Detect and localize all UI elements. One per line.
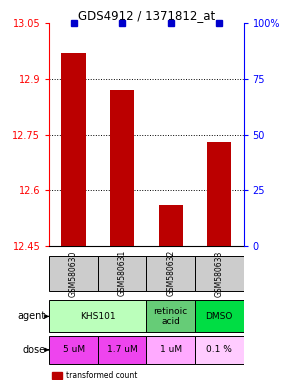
Text: dose: dose — [22, 345, 46, 355]
Bar — [195, 256, 244, 291]
Text: GSM580632: GSM580632 — [166, 250, 175, 296]
Text: retinoic
acid: retinoic acid — [154, 307, 188, 326]
Text: GSM580631: GSM580631 — [118, 250, 127, 296]
Bar — [195, 300, 244, 332]
Bar — [49, 336, 98, 364]
Text: 1 uM: 1 uM — [160, 345, 182, 354]
Bar — [49, 256, 98, 291]
Bar — [159, 205, 183, 246]
Bar — [98, 336, 146, 364]
Text: 1.7 uM: 1.7 uM — [107, 345, 137, 354]
Bar — [195, 336, 244, 364]
Text: agent: agent — [17, 311, 46, 321]
Bar — [146, 256, 195, 291]
Bar — [52, 372, 62, 379]
Bar — [98, 256, 146, 291]
Text: KHS101: KHS101 — [80, 312, 116, 321]
Bar — [110, 90, 134, 246]
Text: GSM580633: GSM580633 — [215, 250, 224, 296]
Text: transformed count: transformed count — [66, 371, 138, 379]
Bar — [61, 53, 86, 246]
Text: GSM580630: GSM580630 — [69, 250, 78, 296]
Bar — [207, 142, 231, 246]
Text: DMSO: DMSO — [206, 312, 233, 321]
Bar — [146, 336, 195, 364]
Text: 5 uM: 5 uM — [63, 345, 85, 354]
Title: GDS4912 / 1371812_at: GDS4912 / 1371812_at — [78, 9, 215, 22]
Text: 0.1 %: 0.1 % — [206, 345, 232, 354]
Bar — [49, 300, 146, 332]
Bar — [146, 300, 195, 332]
